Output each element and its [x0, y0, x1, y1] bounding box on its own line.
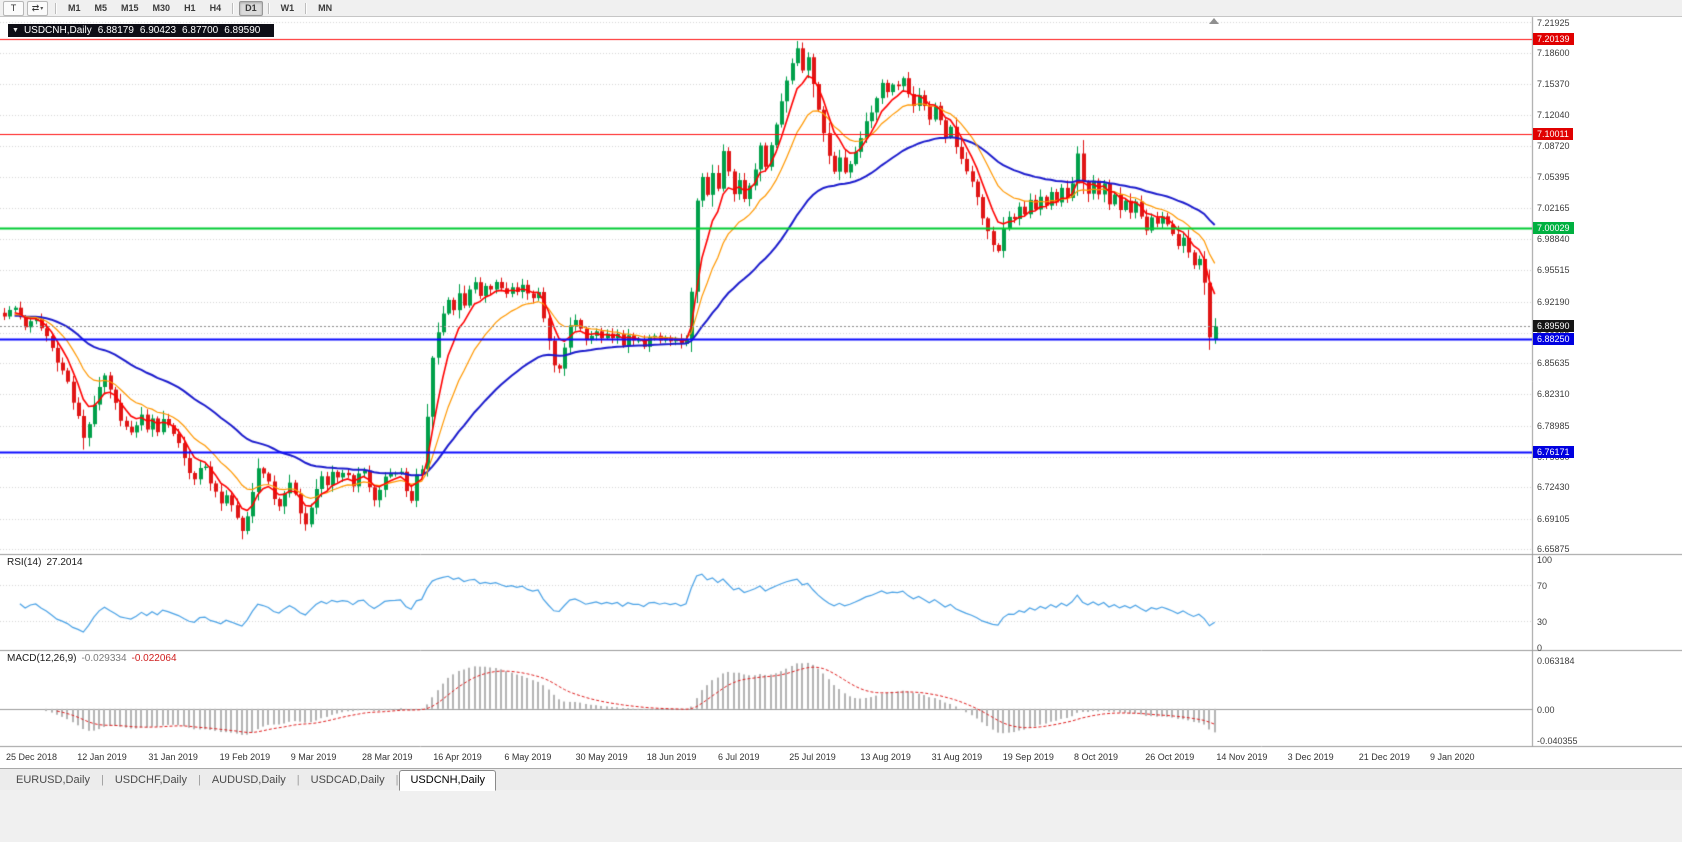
macd-title: MACD(12,26,9) — [7, 653, 77, 664]
chart-tab-bar: EURUSD,Daily | USDCHF,Daily | AUDUSD,Daily | U… — [0, 768, 1682, 791]
macd-axis-label: -0.040355 — [1537, 736, 1578, 746]
rsi-title: RSI(14) — [7, 557, 42, 568]
tab-separator: | — [395, 774, 399, 786]
timeframe-button-d1[interactable]: D1 — [239, 0, 263, 16]
price-axis-label: 6.95515 — [1537, 265, 1570, 276]
toolbar-separator — [55, 2, 57, 14]
chart-tab-usdcad[interactable]: USDCAD,Daily — [310, 774, 385, 786]
collapse-triangle-icon[interactable]: ▼ — [12, 27, 19, 34]
date-label: 26 Oct 2019 — [1145, 752, 1195, 762]
chart-shift-marker-icon[interactable] — [1209, 18, 1219, 24]
price-badge: 7.00029 — [1533, 221, 1574, 234]
date-label: 21 Dec 2019 — [1358, 752, 1410, 762]
date-label: 25 Dec 2018 — [6, 752, 58, 762]
date-label: 31 Aug 2019 — [931, 752, 983, 762]
date-label: 25 Jul 2019 — [789, 752, 836, 762]
open-value: 6.88179 — [97, 25, 134, 36]
date-label: 28 Mar 2019 — [362, 752, 413, 762]
price-axis-label: 6.98840 — [1537, 234, 1570, 245]
date-label: 31 Jan 2019 — [148, 752, 198, 762]
tab-separator: | — [197, 774, 201, 786]
toolbar-separator — [232, 2, 235, 14]
rsi-value: 27.2014 — [46, 557, 83, 568]
price-axis-label: 6.78985 — [1537, 420, 1570, 431]
price-axis-label: 7.21925 — [1537, 18, 1570, 28]
date-label: 9 Mar 2019 — [290, 752, 337, 762]
price-axis-label: 6.85635 — [1537, 358, 1570, 369]
date-label: 16 Apr 2019 — [433, 752, 482, 762]
tab-separator: | — [100, 774, 104, 786]
timeframe-button-m1[interactable]: M1 — [68, 2, 81, 13]
price-axis-label: 7.08720 — [1537, 141, 1570, 152]
price-axis-label: 7.12040 — [1537, 109, 1570, 120]
chart-tool-button[interactable]: T — [3, 0, 24, 16]
macd-axis-label: 0.063184 — [1537, 656, 1575, 666]
timeframe-button-w1[interactable]: W1 — [280, 2, 295, 13]
date-label: 13 Aug 2019 — [860, 752, 911, 762]
rsi-level-label: 0 — [1537, 643, 1543, 653]
price-axis-label: 7.05395 — [1537, 172, 1570, 183]
date-label: 30 May 2019 — [575, 752, 628, 762]
scroll-arrows-button[interactable]: ⇄ ▾ — [27, 0, 48, 16]
rsi-level-label: 70 — [1537, 581, 1548, 592]
timeframe-button-m15[interactable]: M15 — [121, 2, 139, 13]
price-badge: 7.20139 — [1533, 32, 1574, 45]
timeframe-button-m5[interactable]: M5 — [94, 2, 108, 13]
price-axis-label: 6.82310 — [1537, 389, 1570, 400]
tab-separator: | — [296, 774, 300, 786]
dropdown-caret-icon: ▾ — [40, 5, 44, 12]
price-axis-label: 6.72430 — [1537, 482, 1570, 493]
rsi-level-label: 100 — [1537, 555, 1553, 565]
macd-signal-value: -0.022064 — [131, 653, 177, 664]
toolbar-separator — [305, 2, 308, 14]
chart-tab-usdchf[interactable]: USDCHF,Daily — [114, 774, 187, 786]
date-label: 14 Nov 2019 — [1216, 752, 1268, 762]
price-badge: 7.10011 — [1533, 128, 1573, 141]
timeframe-button-mn[interactable]: MN — [318, 2, 333, 13]
date-label: 6 May 2019 — [504, 752, 552, 762]
price-axis-label: 7.15370 — [1537, 78, 1570, 89]
price-badge: 6.89590 — [1533, 320, 1574, 333]
timeframe-button-h1[interactable]: H1 — [184, 2, 196, 13]
rsi-panel-label: RSI(14) 27.2014 — [7, 557, 83, 568]
price-axis-label: 6.65875 — [1537, 544, 1570, 554]
price-axis-label: 7.18600 — [1537, 48, 1570, 59]
chart-tab-audusd[interactable]: AUDUSD,Daily — [211, 774, 286, 786]
price-axis-label: 7.02165 — [1537, 202, 1570, 213]
price-badge: 6.88250 — [1533, 332, 1574, 345]
low-value: 6.87700 — [182, 25, 219, 36]
rsi-level-label: 30 — [1537, 616, 1548, 627]
top-toolbar: T ⇄ ▾ M1 M5 M15 M30 H1 H4 D1 W1 MN — [0, 0, 1682, 17]
price-axis-label: 6.92190 — [1537, 296, 1570, 307]
date-label: 18 Jun 2019 — [646, 752, 697, 762]
symbol-label: USDCNH,Daily — [23, 25, 92, 36]
chart-tab-eurusd[interactable]: EURUSD,Daily — [16, 774, 90, 786]
high-value: 6.90423 — [139, 25, 177, 36]
date-label: 19 Sep 2019 — [1002, 752, 1054, 762]
timeframe-button-m30[interactable]: M30 — [152, 2, 171, 13]
toolbar-separator — [267, 2, 270, 14]
date-label: 12 Jan 2019 — [77, 752, 127, 762]
macd-panel-label: MACD(12,26,9) -0.029334 -0.022064 — [7, 653, 177, 664]
macd-axis-label: 0.00 — [1537, 704, 1555, 715]
price-axis-label: 6.69105 — [1537, 513, 1570, 524]
status-area — [0, 790, 1682, 842]
chart-ohlc-header[interactable]: ▼ USDCNH,Daily 6.88179 6.90423 6.87700 6… — [8, 24, 275, 37]
price-badge: 6.76171 — [1533, 446, 1574, 459]
date-label: 3 Dec 2019 — [1287, 752, 1334, 762]
date-label: 19 Feb 2019 — [219, 752, 271, 762]
date-label: 8 Oct 2019 — [1074, 752, 1119, 762]
chart-tab-usdcnh[interactable]: USDCNH,Daily — [399, 770, 497, 791]
close-value: 6.89590 — [224, 25, 261, 36]
macd-main-value: -0.029334 — [81, 653, 127, 664]
timeframe-button-h4[interactable]: H4 — [209, 2, 222, 13]
date-label: 9 Jan 2020 — [1430, 752, 1475, 762]
date-label: 6 Jul 2019 — [718, 752, 760, 762]
